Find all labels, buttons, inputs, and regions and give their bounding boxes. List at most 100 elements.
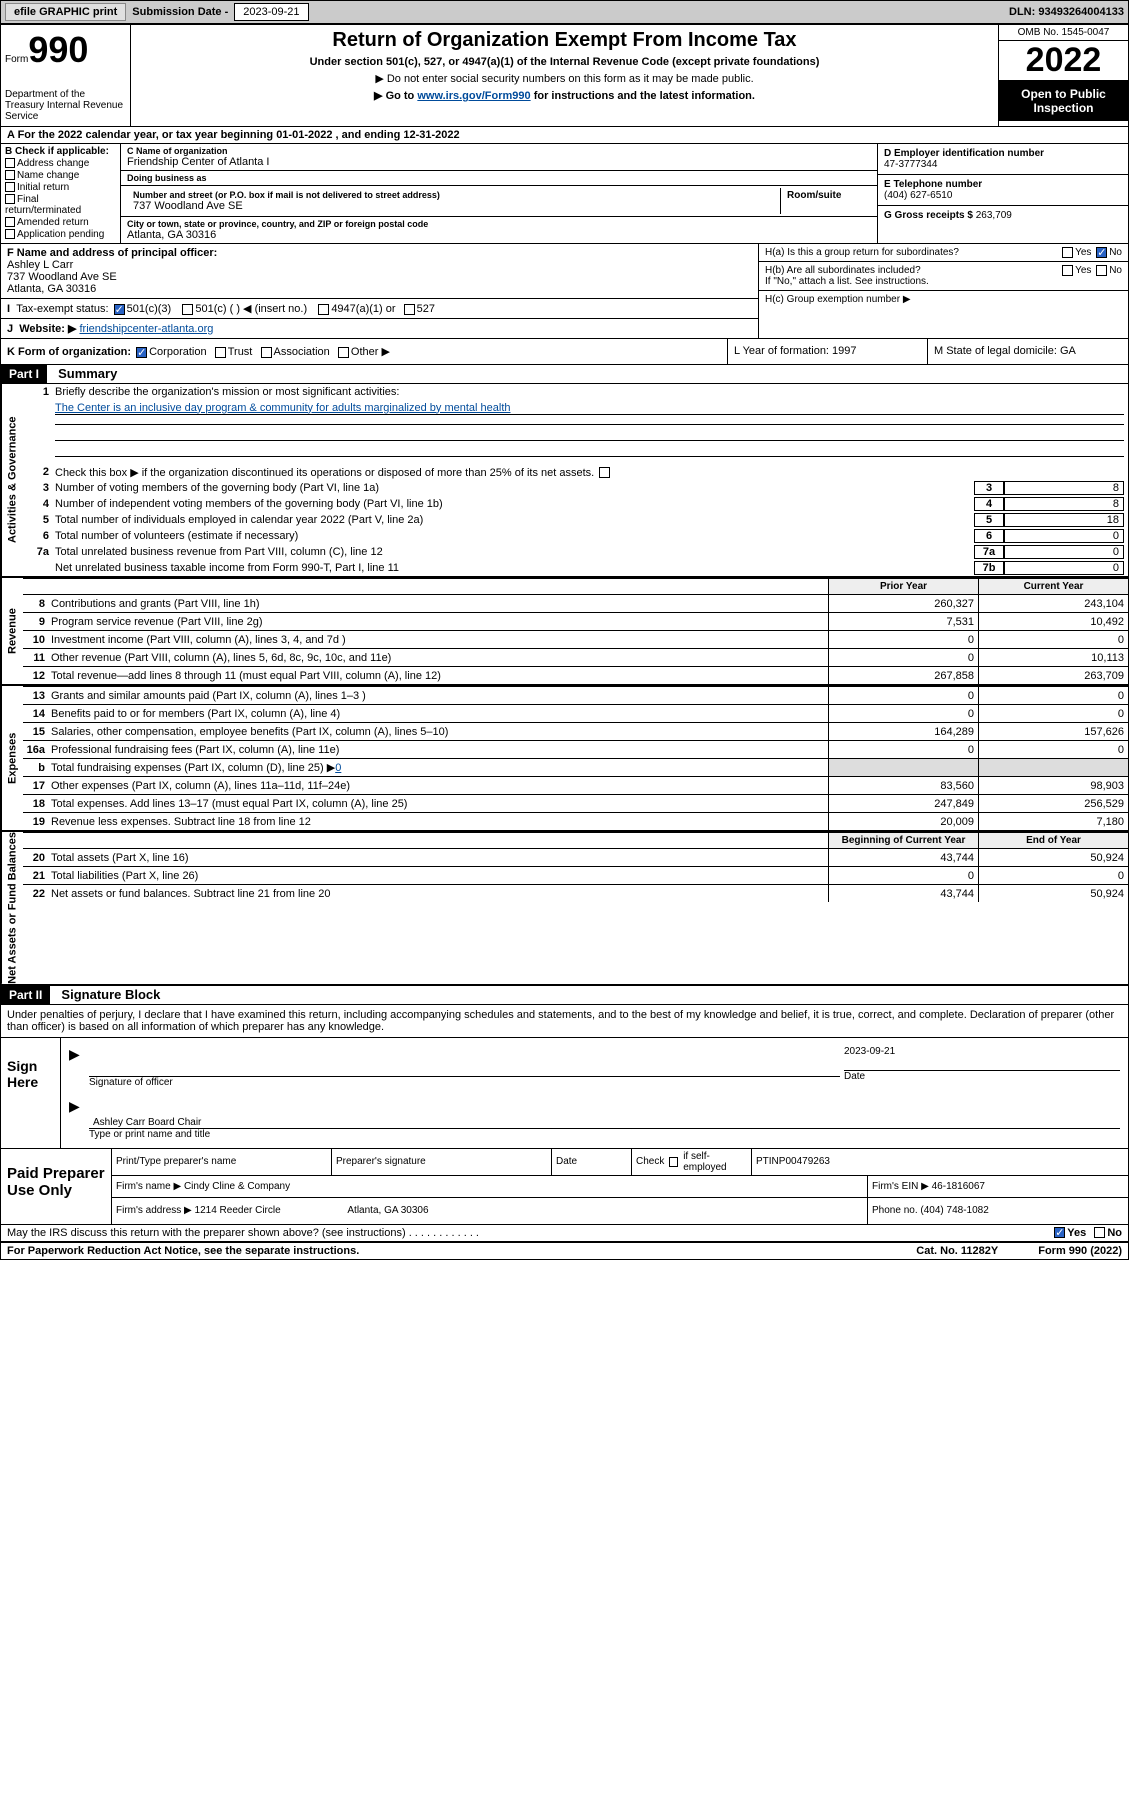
col-d-ein-info: D Employer identification number 47-3777…: [878, 144, 1128, 243]
line14-prior: 0: [828, 705, 978, 722]
section-i-tax-status: I Tax-exempt status: 501(c)(3) 501(c) ( …: [1, 299, 758, 319]
h-b-subordinates: H(b) Are all subordinates included? Yes …: [759, 262, 1128, 291]
501c-checkbox[interactable]: [182, 304, 193, 315]
dln-number: DLN: 93493264004133: [1009, 6, 1124, 18]
line17-curr: 98,903: [978, 777, 1128, 794]
line10-curr: 0: [978, 631, 1128, 648]
efile-print-button[interactable]: efile GRAPHIC print: [5, 3, 126, 21]
line9-curr: 10,492: [978, 613, 1128, 630]
application-pending-checkbox[interactable]: [5, 229, 15, 239]
line8-curr: 243,104: [978, 595, 1128, 612]
line14-curr: 0: [978, 705, 1128, 722]
hb-no-checkbox[interactable]: [1096, 265, 1107, 276]
line15-prior: 164,289: [828, 723, 978, 740]
form-subtitle-2: ▶ Do not enter social security numbers o…: [139, 72, 990, 85]
line19-curr: 7,180: [978, 813, 1128, 830]
final-return-checkbox[interactable]: [5, 194, 15, 204]
row-k-form-org: K Form of organization: Corporation Trus…: [1, 339, 1128, 365]
col-b-checkboxes: B Check if applicable: Address change Na…: [1, 144, 121, 243]
preparer-sig-label: Preparer's signature: [332, 1149, 552, 1175]
address-change-checkbox[interactable]: [5, 158, 15, 168]
firm-name-value: Cindy Cline & Company: [184, 1181, 290, 1192]
omb-number: OMB No. 1545-0047: [999, 25, 1128, 41]
line6-value: 0: [1004, 529, 1124, 543]
current-year-header: Current Year: [978, 579, 1128, 594]
tax-year: 2022: [999, 41, 1128, 81]
line21-curr: 0: [978, 867, 1128, 884]
h-a-group-return: H(a) Is this a group return for subordin…: [759, 244, 1128, 262]
self-employed-checkbox[interactable]: [669, 1157, 678, 1167]
topbar: efile GRAPHIC print Submission Date - 20…: [0, 0, 1129, 24]
association-checkbox[interactable]: [261, 347, 272, 358]
line16a-prior: 0: [828, 741, 978, 758]
officer-name: Ashley L Carr: [7, 259, 73, 271]
527-checkbox[interactable]: [404, 304, 415, 315]
section-j-website: J Website: ▶ friendshipcenter-atlanta.or…: [1, 319, 758, 338]
firm-addr2: Atlanta, GA 30306: [347, 1205, 428, 1216]
submission-date: 2023-09-21: [234, 3, 308, 21]
name-title-label: Type or print name and title: [89, 1129, 210, 1140]
line2-checkbox[interactable]: [599, 467, 610, 478]
cat-no: Cat. No. 11282Y: [916, 1245, 998, 1257]
h-c-group-exemption: H(c) Group exemption number ▶: [759, 291, 1128, 308]
name-change-checkbox[interactable]: [5, 170, 15, 180]
prior-year-header: Prior Year: [828, 579, 978, 594]
corporation-checkbox[interactable]: [136, 347, 147, 358]
officer-name-title: Ashley Carr Board Chair: [89, 1117, 201, 1128]
inspection-badge: Open to Public Inspection: [999, 81, 1128, 121]
firm-addr1: 1214 Reeder Circle: [195, 1205, 281, 1216]
ha-yes-checkbox[interactable]: [1062, 247, 1073, 258]
form-subtitle-3: ▶ Go to www.irs.gov/Form990 for instruct…: [139, 89, 990, 102]
page-footer: For Paperwork Reduction Act Notice, see …: [1, 1243, 1128, 1259]
sign-here-section: Sign Here ▶ Signature of officer 2023-09…: [1, 1038, 1128, 1149]
discuss-no-checkbox[interactable]: [1094, 1227, 1105, 1238]
other-checkbox[interactable]: [338, 347, 349, 358]
paperwork-notice: For Paperwork Reduction Act Notice, see …: [7, 1245, 359, 1257]
line18-curr: 256,529: [978, 795, 1128, 812]
officer-addr2: Atlanta, GA 30316: [7, 283, 96, 295]
line18-prior: 247,849: [828, 795, 978, 812]
sign-date-label: Date: [844, 1071, 865, 1082]
discuss-yes-checkbox[interactable]: [1054, 1227, 1065, 1238]
phone-value: (404) 627-6510: [884, 190, 1122, 201]
state-domicile: M State of legal domicile: GA: [928, 339, 1128, 364]
line4-value: 8: [1004, 497, 1124, 511]
line16a-curr: 0: [978, 741, 1128, 758]
line13-curr: 0: [978, 687, 1128, 704]
line7b-value: 0: [1004, 561, 1124, 575]
form-subtitle-1: Under section 501(c), 527, or 4947(a)(1)…: [139, 56, 990, 68]
row-a-tax-year: A For the 2022 calendar year, or tax yea…: [1, 127, 1128, 144]
vtab-expenses: Expenses: [1, 686, 23, 830]
vtab-net-assets: Net Assets or Fund Balances: [1, 832, 23, 984]
line12-prior: 267,858: [828, 667, 978, 684]
4947-checkbox[interactable]: [318, 304, 329, 315]
line13-prior: 0: [828, 687, 978, 704]
firm-ein-value: 46-1816067: [932, 1181, 985, 1192]
501c3-checkbox[interactable]: [114, 304, 125, 315]
instructions-link[interactable]: www.irs.gov/Form990: [417, 90, 530, 102]
hb-yes-checkbox[interactable]: [1062, 265, 1073, 276]
amended-return-checkbox[interactable]: [5, 217, 15, 227]
line20-curr: 50,924: [978, 849, 1128, 866]
org-name: Friendship Center of Atlanta I: [127, 156, 871, 168]
form-label: Form: [5, 54, 28, 65]
perjury-statement: Under penalties of perjury, I declare th…: [1, 1005, 1128, 1038]
sig-officer-label: Signature of officer: [89, 1077, 173, 1088]
form-header: Form990 Department of the Treasury Inter…: [1, 25, 1128, 127]
website-link[interactable]: friendshipcenter-atlanta.org: [79, 323, 213, 335]
year-formation: L Year of formation: 1997: [728, 339, 928, 364]
beginning-year-header: Beginning of Current Year: [828, 833, 978, 848]
form-title: Return of Organization Exempt From Incom…: [139, 29, 990, 52]
department-label: Department of the Treasury Internal Reve…: [5, 89, 126, 122]
line15-curr: 157,626: [978, 723, 1128, 740]
line5-value: 18: [1004, 513, 1124, 527]
vtab-revenue: Revenue: [1, 578, 23, 684]
line21-prior: 0: [828, 867, 978, 884]
ha-no-checkbox[interactable]: [1096, 247, 1107, 258]
col-c-org-info: C Name of organization Friendship Center…: [121, 144, 878, 243]
end-year-header: End of Year: [978, 833, 1128, 848]
trust-checkbox[interactable]: [215, 347, 226, 358]
submission-label: Submission Date -: [132, 6, 228, 18]
room-suite-label: Room/suite: [781, 188, 871, 214]
initial-return-checkbox[interactable]: [5, 182, 15, 192]
